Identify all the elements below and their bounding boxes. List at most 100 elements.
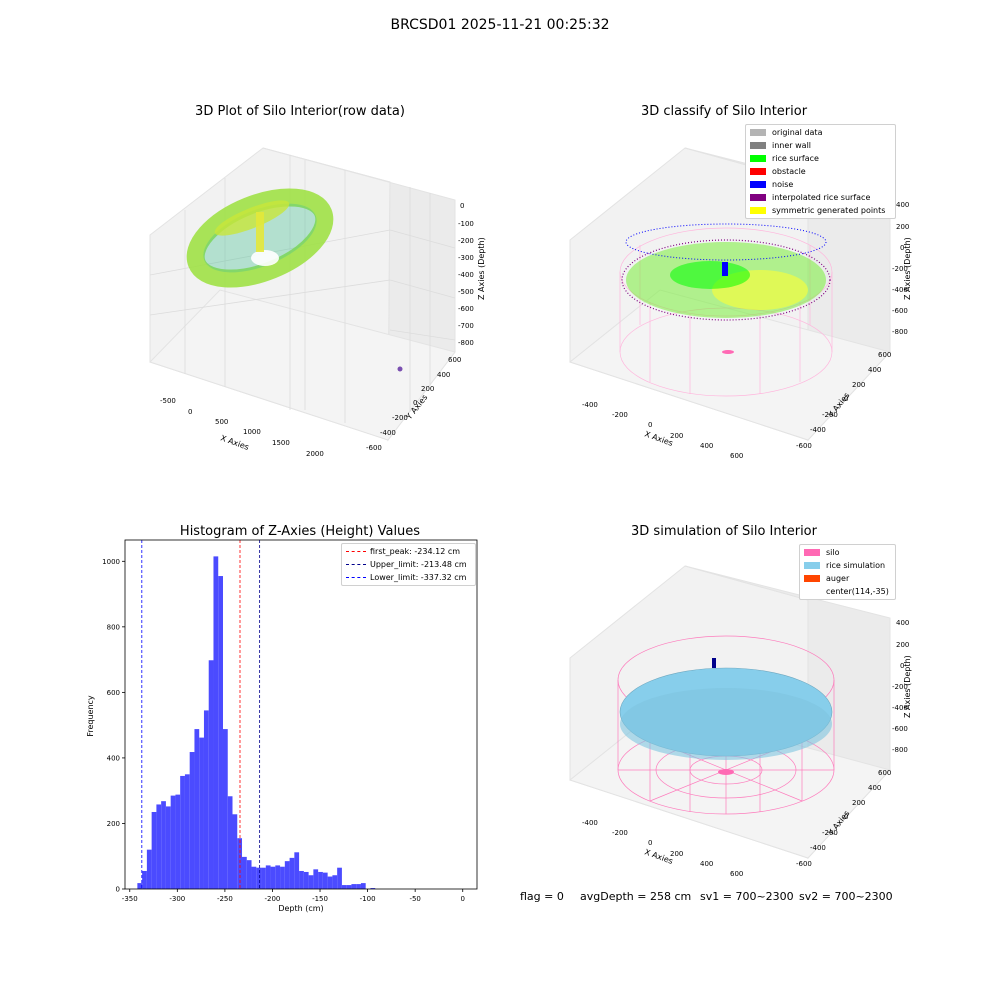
classify-ztick: -400 <box>892 286 908 294</box>
histogram-bar <box>299 870 304 889</box>
histogram-chart: -350 -300 -250 -200 -150 -100 -50 0 0 200 400 600 80… <box>86 539 478 913</box>
raw-point-cloud-spike <box>256 212 264 252</box>
simulation-xtick: 200 <box>670 850 683 858</box>
simulation-ytick: 400 <box>868 784 881 792</box>
legend-entry-rice-simulation: rice simulation <box>800 559 895 572</box>
simulation-ztick: -200 <box>892 683 908 691</box>
legend-entry-auger: auger <box>800 572 895 585</box>
classify-ztick: -800 <box>892 328 908 336</box>
raw-ztick: -500 <box>458 288 474 296</box>
classify-ztick: 200 <box>896 223 909 231</box>
raw-xtick: 0 <box>188 408 192 416</box>
histogram-bar <box>161 801 166 889</box>
raw-outlier-point <box>397 366 403 372</box>
histogram-plot-area: -350 -300 -250 -200 -150 -100 -50 0 0 200 400 600 80… <box>102 539 478 903</box>
histogram-bar <box>208 660 214 889</box>
legend-swatch <box>750 181 766 188</box>
histogram-xtick-label: -100 <box>360 895 376 903</box>
histogram-bar <box>218 576 223 889</box>
legend-entry-interpolated: interpolated rice surface <box>746 191 895 204</box>
simulation-ztick: 400 <box>896 619 909 627</box>
histogram-bar <box>270 866 276 889</box>
raw-ztick: -700 <box>458 322 474 330</box>
legend-label: rice surface <box>772 154 819 163</box>
status-avg-depth: avgDepth = 258 cm <box>580 890 692 903</box>
legend-entry-symmetric: symmetric generated points <box>746 204 895 217</box>
histogram-bar <box>189 752 195 889</box>
classify-legend: original data inner wall rice surface ob… <box>745 124 896 219</box>
legend-entry-lower-limit: Lower_limit: -337.32 cm <box>342 571 475 584</box>
legend-entry-center: center(114,-35) <box>800 585 895 598</box>
classify-panel-title: 3D classify of Silo Interior <box>640 104 808 119</box>
histogram-ytick-label: 0 <box>116 886 120 894</box>
classify-ztick: -200 <box>892 265 908 273</box>
legend-label: obstacle <box>772 167 806 176</box>
simulation-zticks: 400 200 0 -200 -400 -600 -800 <box>892 619 909 754</box>
histogram-bar <box>360 883 366 889</box>
histogram-bar <box>194 729 200 889</box>
classify-zticks: 400 200 0 -200 -400 -600 -800 <box>892 201 909 336</box>
simulation-xtick: 600 <box>730 870 743 878</box>
raw-ytick: 400 <box>437 371 450 379</box>
classify-ytick: -600 <box>796 442 812 450</box>
raw-ytick: 0 <box>413 399 417 407</box>
raw-ytick: 600 <box>448 356 461 364</box>
simulation-ztick: -400 <box>892 704 908 712</box>
histogram-bar <box>251 866 257 889</box>
histogram-ytick-label: 200 <box>107 820 120 828</box>
legend-label: symmetric generated points <box>772 206 886 215</box>
raw-zlabel: Z Axies (Depth) <box>477 237 486 300</box>
classify-yticks: 600 400 200 0 -200 -400 -600 <box>796 351 891 450</box>
raw-pane-floor <box>149 289 456 441</box>
raw-ztick: -100 <box>458 220 474 228</box>
raw-xtick: -500 <box>160 397 176 405</box>
histogram-bar <box>318 871 323 889</box>
histogram-ytick-label: 1000 <box>102 558 120 566</box>
histogram-bar <box>284 861 290 889</box>
legend-entry-original-data: original data <box>746 126 895 139</box>
legend-swatch <box>750 142 766 149</box>
classify-noise-cluster <box>722 262 728 276</box>
histogram-bar <box>232 814 238 889</box>
histogram-bar <box>142 870 147 889</box>
classify-ytick: -400 <box>810 426 826 434</box>
histogram-ytick-label: 600 <box>107 689 120 697</box>
classify-xtick: 400 <box>700 442 713 450</box>
histogram-bar <box>175 794 181 889</box>
simulation-xticks: -400 -200 0 200 400 600 <box>582 819 743 878</box>
histogram-xtick-label: -350 <box>122 895 138 903</box>
simulation-ytick: -200 <box>822 829 838 837</box>
simulation-ytick: -600 <box>796 860 812 868</box>
raw-ytick: 200 <box>421 385 434 393</box>
histogram-bar <box>227 796 233 889</box>
raw-xtick: 1000 <box>243 428 261 436</box>
raw-ytick: -200 <box>392 414 408 422</box>
histogram-bar <box>180 775 185 889</box>
legend-label: rice simulation <box>826 561 886 570</box>
histogram-xtick-label: 0 <box>460 895 464 903</box>
raw-3d-plot: -500 0 500 1000 1500 2000 X Axies 600 40… <box>149 147 486 458</box>
simulation-ztick: 200 <box>896 641 909 649</box>
simulation-ytick: 600 <box>878 769 891 777</box>
histogram-bar <box>322 872 328 889</box>
classify-ytick: -200 <box>822 411 838 419</box>
legend-entry-upper-limit: Upper_limit: -213.48 cm <box>342 558 475 571</box>
classify-interpolated-ring <box>621 239 831 321</box>
classify-ztick: 0 <box>900 244 904 252</box>
raw-ztick: 0 <box>460 202 464 210</box>
simulation-ztick: 0 <box>900 662 904 670</box>
histogram-bar <box>303 871 309 889</box>
histogram-bar <box>237 838 243 889</box>
status-sv1: sv1 = 700~2300 <box>700 890 794 903</box>
legend-swatch <box>804 575 820 582</box>
simulation-ytick: 200 <box>852 799 865 807</box>
classify-ytick: 200 <box>852 381 865 389</box>
simulation-ztick: -600 <box>892 725 908 733</box>
histogram-bar <box>170 795 176 889</box>
raw-ytick: -600 <box>366 444 382 452</box>
classify-xtick: -400 <box>582 401 598 409</box>
legend-label: Upper_limit: -213.48 cm <box>370 560 467 569</box>
classify-ztick: -600 <box>892 307 908 315</box>
raw-xticks: -500 0 500 1000 1500 2000 <box>160 397 324 458</box>
classify-noise-ring <box>625 223 827 261</box>
